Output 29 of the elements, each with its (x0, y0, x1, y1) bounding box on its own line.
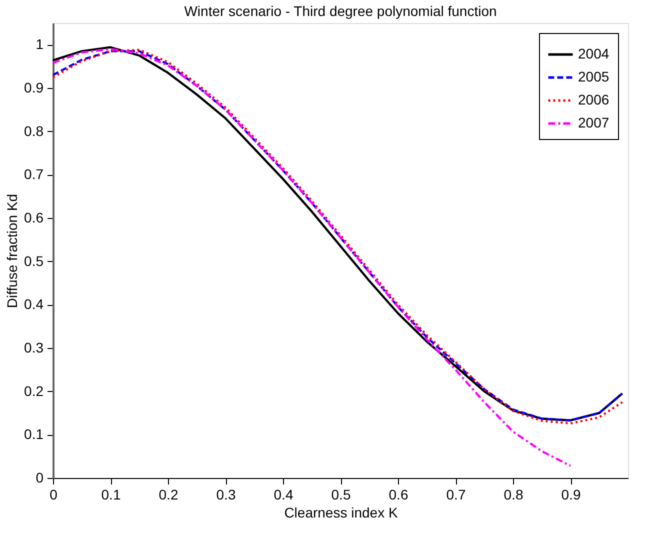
x-tick-label: 0.9 (561, 486, 581, 502)
legend-label: 2006 (578, 92, 610, 108)
y-tick-label: 1 (36, 36, 44, 52)
y-tick-label: 0.3 (24, 340, 44, 356)
chart-title: Winter scenario - Third degree polynomial function (184, 3, 497, 19)
x-tick-label: 0.2 (158, 486, 178, 502)
x-tick-label: 0.8 (504, 486, 524, 502)
y-tick-label: 0.7 (24, 166, 44, 182)
x-tick-label: 0.6 (388, 486, 408, 502)
x-tick-label: 0 (50, 486, 58, 502)
line-series (52, 48, 572, 467)
x-tick-label: 0.1 (101, 486, 121, 502)
legend-label: 2005 (578, 68, 610, 84)
x-tick-label: 0.5 (331, 486, 351, 502)
y-tick-label: 0.6 (24, 210, 44, 226)
y-tick-label: 0.1 (24, 426, 44, 442)
legend-label: 2007 (578, 114, 610, 130)
x-axis-title: Clearness index K (284, 504, 398, 520)
y-tick-label: 0.9 (24, 80, 44, 96)
y-tick-label: 0.2 (24, 382, 44, 399)
x-tick-label: 0.4 (274, 486, 294, 502)
legend-label: 2004 (578, 46, 610, 62)
y-tick-label: 0.8 (24, 122, 44, 139)
y-tick-label: 0.4 (24, 296, 44, 312)
x-tick-label: 0.3 (216, 486, 236, 502)
y-tick-label: 0 (36, 470, 44, 486)
x-tick-label: 0.7 (446, 486, 466, 502)
y-axis-title: Diffuse fraction Kd (4, 194, 20, 308)
y-tick-label: 0.5 (24, 252, 44, 269)
